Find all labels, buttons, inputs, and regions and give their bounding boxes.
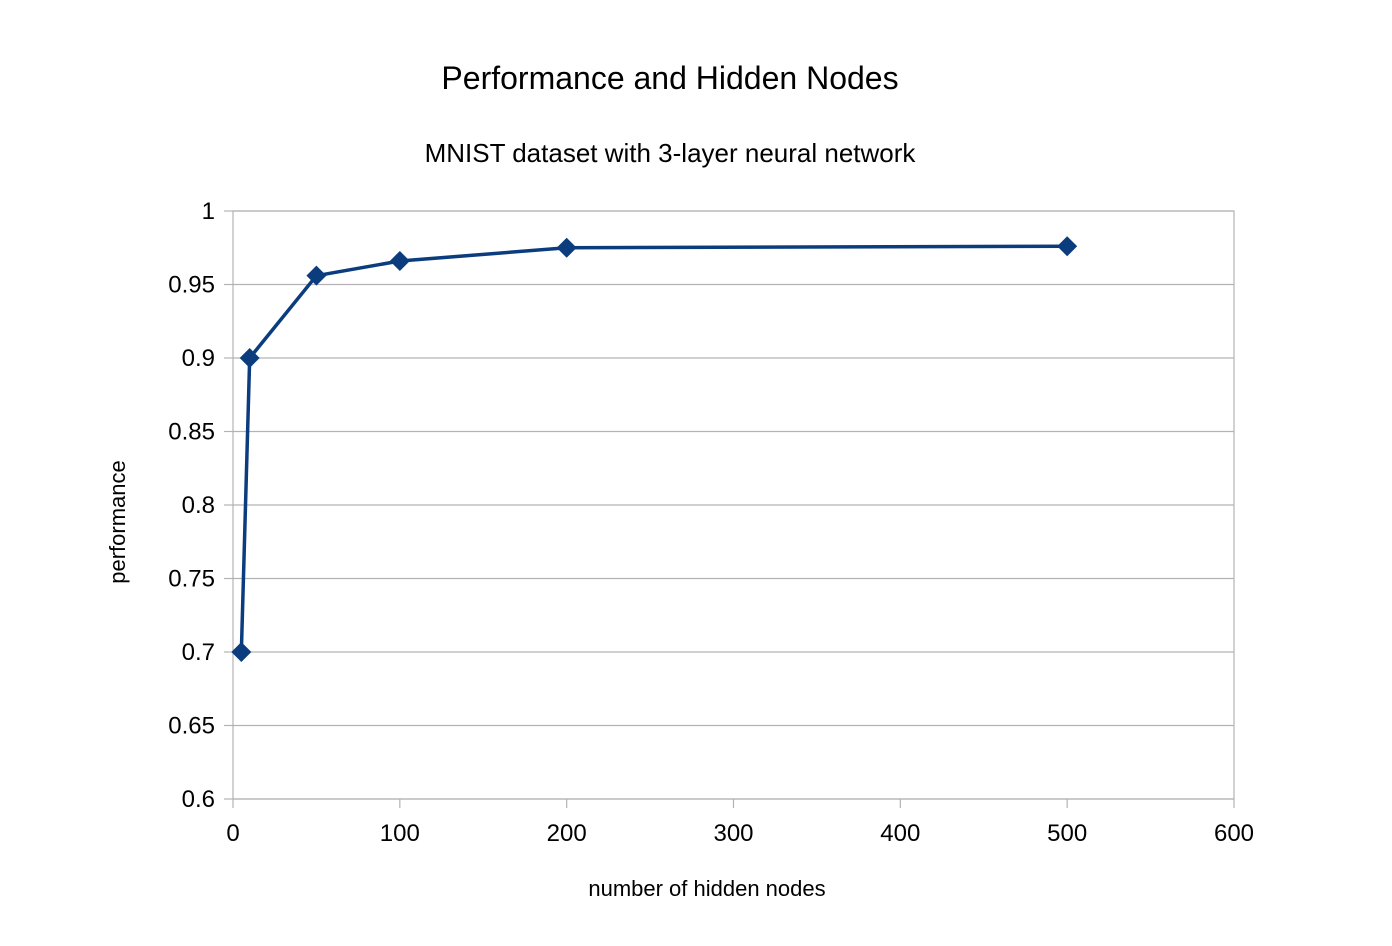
y-tick-label: 0.6 bbox=[182, 786, 215, 813]
y-tick-label: 0.7 bbox=[182, 639, 215, 666]
data-point-marker bbox=[306, 265, 327, 286]
x-axis-label: number of hidden nodes bbox=[588, 876, 825, 901]
data-point-marker bbox=[1057, 236, 1078, 257]
gridlines bbox=[233, 210, 1234, 800]
y-axis-label: performance bbox=[105, 460, 130, 584]
x-tick-label: 400 bbox=[880, 820, 920, 847]
y-tick-label: 0.95 bbox=[168, 272, 215, 299]
x-axis-tick-labels: 0 100 200 300 400 500 600 bbox=[226, 820, 1254, 847]
data-series bbox=[231, 236, 1078, 662]
x-tick-label: 300 bbox=[713, 820, 753, 847]
data-point-marker bbox=[389, 250, 410, 271]
series-line bbox=[239, 244, 1068, 653]
y-tick-label: 0.65 bbox=[168, 713, 215, 740]
data-point-marker bbox=[556, 237, 577, 258]
x-tick-label: 200 bbox=[547, 820, 587, 847]
chart-subtitle: MNIST dataset with 3-layer neural networ… bbox=[425, 138, 917, 168]
y-axis-tick-labels: 0.6 0.65 0.7 0.75 0.8 0.85 0.9 0.95 1 bbox=[168, 198, 215, 813]
x-tick-label: 100 bbox=[380, 820, 420, 847]
y-tick-label: 1 bbox=[202, 198, 215, 225]
axis-ticks bbox=[224, 210, 1235, 808]
data-point-marker bbox=[239, 348, 260, 368]
x-tick-label: 600 bbox=[1214, 820, 1254, 847]
y-tick-label: 0.75 bbox=[168, 566, 215, 593]
y-tick-label: 0.8 bbox=[182, 492, 215, 519]
chart-title: Performance and Hidden Nodes bbox=[441, 60, 898, 96]
y-tick-label: 0.9 bbox=[182, 345, 215, 372]
y-tick-label: 0.85 bbox=[168, 419, 215, 446]
x-tick-label: 500 bbox=[1047, 820, 1087, 847]
x-tick-label: 0 bbox=[226, 820, 239, 847]
data-point-marker bbox=[231, 642, 252, 662]
